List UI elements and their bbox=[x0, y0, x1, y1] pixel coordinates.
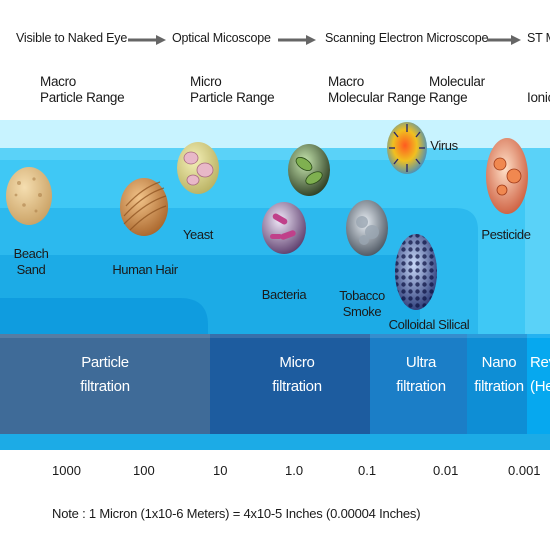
human-hair-icon bbox=[120, 178, 168, 236]
micro-strip bbox=[210, 334, 370, 434]
filtration-particle: Particle filtration bbox=[80, 354, 130, 395]
scale-scanning-electron-microscope: Scanning Electron Microscope bbox=[325, 31, 489, 45]
particle-label-bacteria: Bacteria bbox=[261, 287, 307, 302]
particle-label-human-hair: Human Hair bbox=[112, 262, 178, 277]
tick-0-01: 0.01 bbox=[433, 463, 459, 478]
particle-label-virus: Virus bbox=[430, 138, 458, 153]
beach-sand-icon bbox=[6, 167, 52, 225]
colloidal-silica-icon bbox=[395, 234, 437, 310]
range-molecular: Molecular Range bbox=[429, 74, 485, 105]
filtration-nano: Nano filtration bbox=[474, 354, 524, 395]
arrow-right-icon bbox=[128, 35, 166, 45]
particle-label-yeast: Yeast bbox=[182, 227, 214, 242]
scale-visible-eye: Visible to Naked Eye bbox=[16, 31, 128, 45]
tick-0-001: 0.001 bbox=[508, 463, 541, 478]
scale-optical-microscope: Optical Micoscope bbox=[172, 31, 271, 45]
arrow-right-icon bbox=[487, 35, 521, 45]
filtration-reverse: Rev (He bbox=[530, 354, 550, 395]
scale-stm: ST M bbox=[527, 31, 550, 45]
filtration-micro: Micro filtration bbox=[272, 354, 322, 395]
tobacco-smoke-icon bbox=[346, 200, 388, 256]
tick-1-0: 1.0 bbox=[285, 463, 304, 478]
arrow-right-icon bbox=[278, 35, 316, 45]
range-micro-particle: Micro Particle Range bbox=[190, 74, 275, 105]
bacteria-icon bbox=[262, 202, 306, 254]
pesticide-icon bbox=[486, 138, 528, 214]
micron-note: Note : 1 Micron (1x10-6 Meters) = 4x10-5… bbox=[52, 506, 421, 521]
tick-100: 100 bbox=[133, 463, 155, 478]
particle-label-colloidal-silica: Colloidal Silical bbox=[388, 317, 470, 332]
virus-icon bbox=[387, 122, 427, 174]
ultra-strip bbox=[370, 334, 467, 434]
nano-strip bbox=[467, 334, 527, 434]
particle-strip bbox=[0, 334, 210, 434]
yeast-icon bbox=[177, 142, 219, 194]
filtration-ultra: Ultra filtration bbox=[396, 354, 446, 395]
tick-10: 10 bbox=[213, 463, 228, 478]
bacteria-detail-icon bbox=[288, 144, 330, 196]
range-macro-particle: Macro Particle Range bbox=[40, 74, 125, 105]
particle-label-tobacco-smoke: Tobacco Smoke bbox=[339, 288, 385, 319]
range-macro-molecular: Macro Molecular Range bbox=[328, 74, 426, 105]
particle-label-beach-sand: Beach Sand bbox=[13, 246, 49, 277]
particle-label-pesticide: Pesticide bbox=[481, 227, 531, 242]
tick-0-1: 0.1 bbox=[358, 463, 377, 478]
tick-1000: 1000 bbox=[52, 463, 81, 478]
range-ionic: Ionic bbox=[527, 90, 550, 105]
reverse-strip bbox=[527, 334, 550, 434]
